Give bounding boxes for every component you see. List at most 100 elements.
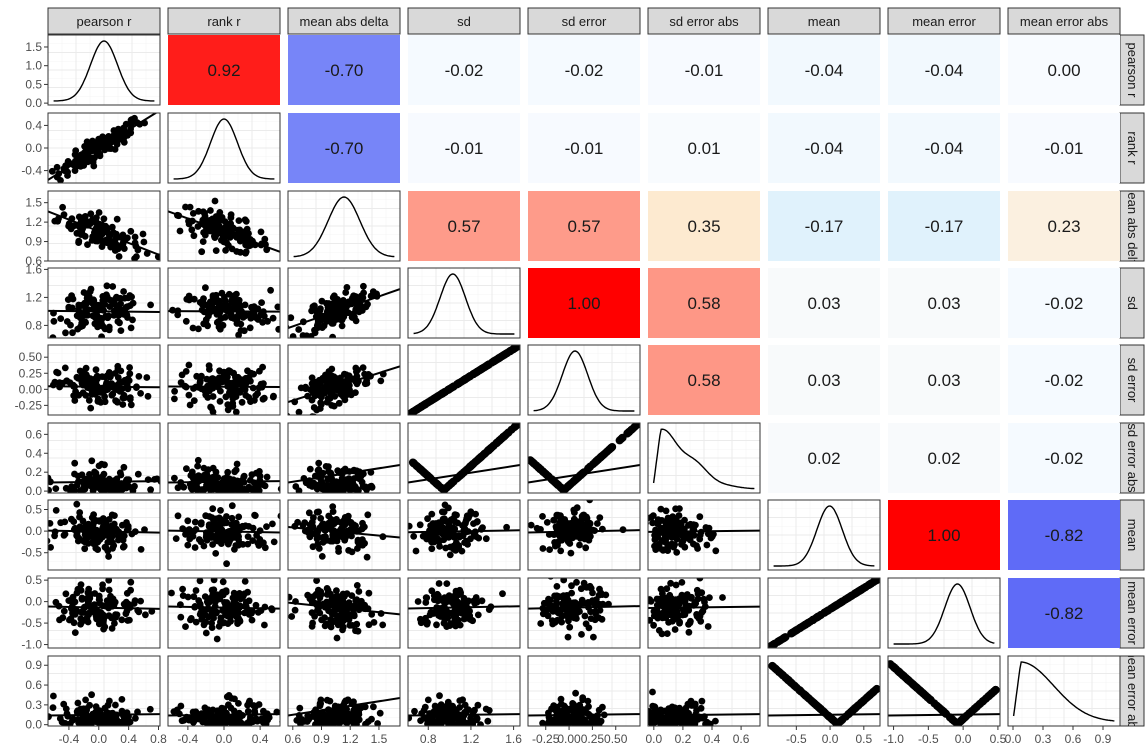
scatter-point — [104, 282, 111, 289]
column-strip-label: mean — [808, 14, 841, 29]
scatter-point — [250, 385, 257, 392]
scatter-point — [68, 483, 75, 490]
row-strip: sd error abs — [1120, 423, 1144, 493]
scatter-point — [252, 512, 259, 519]
scatter-point — [99, 373, 106, 380]
scatter-point — [120, 544, 127, 551]
row-strip-text-group: pearson r — [1125, 43, 1140, 99]
scatter-point — [207, 207, 214, 214]
scatter-point — [137, 390, 144, 397]
scatter-point — [413, 548, 420, 555]
scatter-point — [540, 545, 547, 552]
scatter-point — [462, 598, 469, 605]
scatter-point — [689, 522, 696, 529]
scatter-point — [654, 544, 661, 551]
scatter-point — [334, 467, 341, 474]
scatter-point — [136, 373, 143, 380]
scatter-point — [192, 544, 199, 551]
scatter-point — [328, 516, 335, 523]
scatter-point — [100, 620, 107, 627]
scatter-point — [341, 479, 348, 486]
scatter-point — [118, 327, 125, 334]
scatter-point — [592, 608, 599, 615]
correlation-value: -0.70 — [325, 61, 364, 80]
correlation-cell: -0.70 — [288, 113, 400, 183]
scatter-point — [239, 399, 246, 406]
scatter-point — [576, 542, 583, 549]
scatter-point — [270, 394, 277, 401]
scatter-point — [101, 461, 108, 468]
row-strip-label: mean error — [1125, 581, 1140, 645]
scatter-point — [249, 471, 256, 478]
scatter-point — [348, 484, 355, 491]
correlation-value: -0.04 — [925, 139, 964, 158]
scatter-point — [221, 369, 228, 376]
scatter-point — [125, 294, 132, 301]
correlation-value: -0.02 — [445, 61, 484, 80]
row-strip-label: pearson r — [1125, 43, 1140, 99]
scatter-panel — [48, 110, 160, 183]
scatter-point — [379, 622, 386, 629]
scatter-point — [141, 239, 148, 246]
scatter-point — [659, 590, 666, 597]
scatter-point — [214, 636, 221, 643]
scatter-point — [284, 413, 291, 420]
scatter-point — [571, 516, 578, 523]
scatter-point — [116, 487, 123, 494]
scatter-point — [645, 598, 652, 605]
scatter-point — [105, 553, 112, 560]
scatter-point — [662, 539, 669, 546]
scatter-point — [225, 620, 232, 627]
scatter-point — [328, 624, 335, 631]
scatter-point — [42, 317, 49, 324]
scatter-panel — [168, 191, 280, 275]
scatter-point — [479, 597, 486, 604]
scatter-point — [106, 587, 113, 594]
correlation-value: -0.17 — [925, 217, 964, 236]
scatter-point — [173, 535, 180, 542]
scatter-panel — [281, 500, 400, 570]
scatter-point — [441, 600, 448, 607]
scatter-point — [353, 318, 360, 325]
scatter-point — [213, 609, 220, 616]
scatter-point — [344, 601, 351, 608]
scatter-point — [719, 594, 726, 601]
scatter-point — [191, 232, 198, 239]
scatter-point — [664, 527, 671, 534]
scatter-point — [671, 541, 678, 548]
scatter-point — [334, 635, 341, 642]
scatter-point — [127, 579, 134, 586]
scatter-point — [51, 318, 58, 325]
correlation-cell: 0.03 — [768, 268, 880, 338]
correlation-value: -0.70 — [325, 139, 364, 158]
scatter-point — [236, 590, 243, 597]
scatter-point — [67, 379, 74, 386]
scatter-point — [679, 579, 686, 586]
scatter-point — [197, 475, 204, 482]
scatter-point — [261, 622, 268, 629]
scatter-point — [336, 315, 343, 322]
correlation-value: -0.82 — [1045, 526, 1084, 545]
scatter-point — [247, 398, 254, 405]
scatter-point — [110, 542, 117, 549]
scatter-point — [222, 218, 229, 225]
scatter-point — [583, 620, 590, 627]
scatter-point — [349, 549, 356, 556]
scatter-point — [185, 594, 192, 601]
correlation-cell: 0.58 — [648, 345, 760, 415]
scatter-point — [354, 582, 361, 589]
scatter-point — [64, 172, 71, 179]
scatter-point — [323, 537, 330, 544]
scatter-point — [234, 620, 241, 627]
scatter-point — [578, 631, 585, 638]
correlation-value: 0.02 — [927, 449, 960, 468]
scatter-point — [261, 395, 268, 402]
column-strip-label: sd error abs — [669, 14, 739, 29]
scatter-point — [655, 596, 662, 603]
scatter-point — [315, 460, 322, 467]
scatter-point — [59, 614, 66, 621]
scatter-point — [532, 462, 540, 470]
scatter-point — [319, 553, 326, 560]
scatter-point — [244, 589, 251, 596]
scatter-point — [435, 598, 442, 605]
